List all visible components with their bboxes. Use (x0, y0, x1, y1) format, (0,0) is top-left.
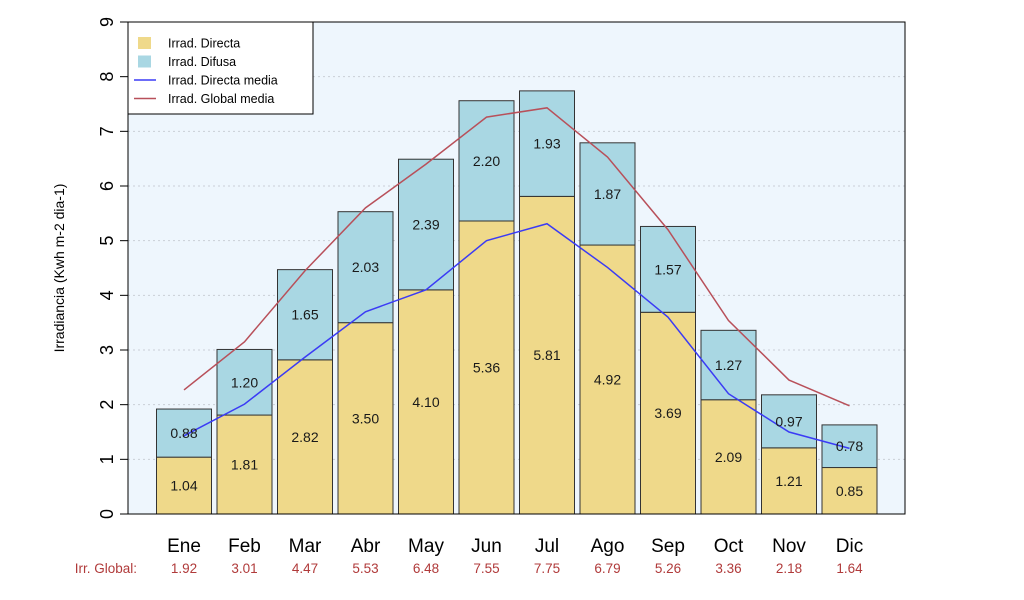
bar-label-directa: 3.50 (352, 410, 379, 426)
bar-difusa (700, 329, 757, 401)
bar-difusa (761, 394, 817, 449)
global-value: 7.55 (473, 561, 499, 576)
y-axis-label: Irradiancia (Kwh m-2 dia-1) (51, 184, 67, 353)
y-tick-label: 8 (97, 72, 117, 82)
average-lines (183, 107, 850, 450)
bar-label-directa: 1.21 (775, 473, 802, 489)
plot-frame (127, 21, 906, 515)
bar-value-labels: 1.04 0.88 1.81 1.20 2.82 1.65 3.50 2.03 4.10 2.39… (170, 136, 863, 499)
bar-label-difusa: 2.03 (352, 259, 379, 275)
bar-directa (398, 289, 454, 515)
x-category-label: Ene (167, 536, 201, 557)
bar-directa (700, 399, 757, 515)
bars (156, 90, 878, 515)
legend-label: Irrad. Directa media (168, 74, 278, 88)
legend: Irrad. Directa Irrad. Difusa Irrad. Direct… (127, 21, 314, 115)
bar-directa (640, 311, 696, 515)
bar-label-difusa: 1.57 (654, 261, 681, 277)
y-tick-label: 9 (97, 17, 117, 27)
x-category-label: Oct (714, 536, 744, 557)
bar-label-difusa: 1.87 (594, 186, 621, 202)
legend-box (127, 21, 314, 115)
bar-directa (519, 195, 575, 515)
global-value: 3.01 (231, 561, 257, 576)
bar-label-directa: 2.09 (715, 449, 742, 465)
bar-directa (579, 244, 636, 515)
y-tick-label: 2 (97, 400, 117, 410)
legend-label: Irrad. Directa (168, 37, 240, 51)
global-value: 5.53 (352, 561, 378, 576)
y-axis: 0 1 2 3 4 5 6 7 8 9 (97, 17, 128, 519)
legend-swatch (138, 55, 151, 68)
bar-label-difusa: 0.78 (836, 438, 863, 454)
bar-difusa (277, 269, 333, 361)
bar-directa (156, 456, 212, 515)
legend-label: Irrad. Difusa (168, 55, 236, 69)
x-category-label: May (408, 536, 444, 557)
bar-difusa (821, 424, 878, 469)
y-tick-label: 7 (97, 126, 117, 136)
y-tick-label: 5 (97, 236, 117, 246)
bar-label-directa: 4.92 (594, 372, 621, 388)
bar-directa (216, 414, 273, 515)
y-tick-label: 1 (97, 454, 117, 464)
y-tick-label: 0 (97, 509, 117, 519)
global-value: 4.47 (292, 561, 318, 576)
x-category-label: Nov (772, 536, 806, 557)
x-category-label: Dic (836, 536, 863, 557)
bar-difusa (640, 225, 696, 313)
x-category-label: Abr (351, 536, 381, 557)
global-value: 5.26 (655, 561, 681, 576)
global-value: 1.92 (171, 561, 197, 576)
bar-difusa (458, 100, 515, 222)
bar-label-difusa: 1.27 (715, 357, 742, 373)
global-value: 7.75 (534, 561, 560, 576)
x-category-label: Mar (289, 536, 322, 557)
x-category-label: Feb (228, 536, 261, 557)
global-value: 3.36 (715, 561, 741, 576)
x-category-label: Jul (535, 536, 559, 557)
x-category-label: Jun (471, 536, 502, 557)
bar-label-directa: 1.04 (170, 478, 197, 494)
y-tick-label: 4 (97, 290, 117, 300)
global-irradiance-row: Irr. Global: 1.92 3.01 4.47 5.53 6.48 7.55 7.75… (75, 561, 863, 576)
bar-label-directa: 3.69 (654, 405, 681, 421)
bar-label-difusa: 2.39 (412, 217, 439, 233)
global-value: 2.18 (776, 561, 802, 576)
x-axis-labels: Ene Feb Mar Abr May Jun Jul Ago Sep Oct Nov Dic (167, 536, 863, 557)
y-tick-label: 3 (97, 345, 117, 355)
global-value: 6.48 (413, 561, 439, 576)
x-category-label: Ago (591, 536, 625, 557)
line-series (183, 222, 850, 450)
bar-difusa (156, 408, 212, 458)
bar-difusa (337, 211, 394, 324)
bar-label-difusa: 1.93 (533, 136, 560, 152)
bar-label-difusa: 1.20 (231, 374, 258, 390)
bar-label-directa: 4.10 (412, 394, 439, 410)
global-row-label: Irr. Global: (75, 561, 137, 576)
bar-label-difusa: 1.65 (291, 307, 318, 323)
bar-label-difusa: 2.20 (473, 153, 500, 169)
bar-difusa (398, 158, 454, 291)
bar-label-directa: 5.81 (533, 347, 560, 363)
bar-label-difusa: 0.97 (775, 413, 802, 429)
global-value: 1.64 (836, 561, 863, 576)
global-value: 6.79 (594, 561, 620, 576)
legend-label: Irrad. Global media (168, 92, 274, 106)
legend-swatch (138, 37, 151, 49)
y-tick-label: 6 (97, 181, 117, 191)
bar-difusa (579, 142, 636, 246)
bar-label-directa: 0.85 (836, 483, 863, 499)
bar-label-directa: 5.36 (473, 359, 500, 375)
bar-label-directa: 2.82 (291, 429, 318, 445)
x-category-label: Sep (651, 536, 685, 557)
line-series (183, 107, 850, 407)
bar-label-difusa: 0.88 (170, 425, 197, 441)
bar-label-directa: 1.81 (231, 457, 258, 473)
bar-directa (337, 322, 394, 515)
